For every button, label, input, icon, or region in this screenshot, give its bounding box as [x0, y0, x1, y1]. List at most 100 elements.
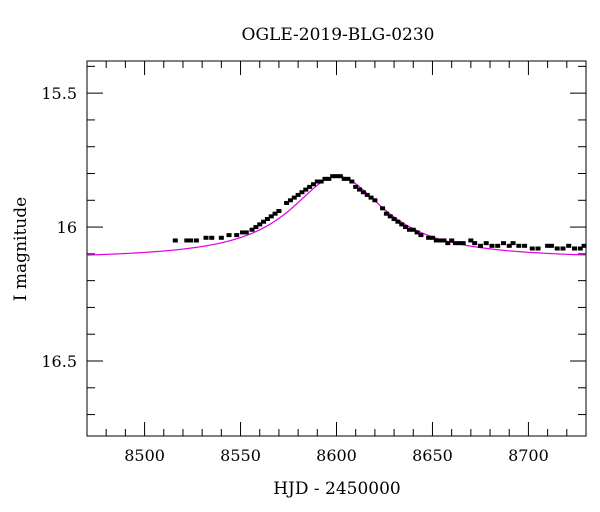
x-tick-label: 8650 — [412, 446, 453, 465]
data-point — [387, 214, 393, 219]
y-tick-label: 15.5 — [41, 84, 77, 103]
x-tick-labels: 8500 8550 8600 8650 8700 — [124, 446, 549, 465]
data-point — [318, 179, 324, 184]
data-point — [472, 241, 478, 246]
axis-ticks — [86, 61, 587, 436]
data-point — [477, 243, 483, 248]
plot-frame — [86, 60, 587, 437]
data-point — [456, 241, 462, 246]
data-point — [535, 246, 541, 251]
data-point — [291, 195, 297, 200]
data-point — [368, 195, 374, 200]
data-point — [460, 241, 466, 246]
data-point — [403, 225, 409, 230]
data-point — [429, 235, 435, 240]
data-point — [349, 179, 355, 184]
data-point — [516, 243, 522, 248]
data-point — [495, 243, 501, 248]
x-tick-label: 8550 — [220, 446, 261, 465]
data-point — [172, 238, 178, 243]
data-point — [276, 209, 282, 213]
data-point — [433, 238, 439, 243]
x-tick-label: 8600 — [316, 446, 357, 465]
data-point — [307, 184, 313, 189]
data-point — [261, 219, 267, 224]
data-point — [383, 211, 389, 216]
data-point — [489, 243, 495, 248]
data-point — [380, 206, 386, 211]
data-points-layer — [172, 174, 587, 251]
data-point — [239, 230, 245, 235]
data-point — [330, 174, 336, 179]
data-point — [406, 227, 412, 232]
data-point — [554, 246, 560, 251]
data-point — [418, 233, 424, 238]
data-point — [264, 217, 270, 222]
x-tick-label: 8700 — [508, 446, 549, 465]
data-point — [322, 176, 328, 181]
chart-title: OGLE-2019-BLG-0230 — [242, 25, 435, 45]
data-point — [345, 176, 351, 181]
data-point — [360, 190, 366, 195]
data-point — [441, 238, 447, 243]
data-point — [268, 214, 274, 219]
data-point — [426, 235, 432, 240]
data-point — [577, 246, 583, 251]
data-point — [337, 174, 343, 179]
data-point — [522, 243, 528, 248]
data-point — [218, 235, 224, 240]
data-point — [295, 192, 301, 197]
data-point — [399, 222, 405, 227]
data-point — [257, 222, 263, 227]
data-point — [529, 246, 535, 251]
data-point — [193, 238, 199, 243]
data-point — [372, 198, 378, 203]
data-point — [506, 243, 512, 248]
y-tick-label: 16 — [57, 218, 77, 237]
data-point — [272, 211, 278, 216]
data-point — [188, 238, 194, 243]
data-point — [326, 176, 332, 181]
data-point — [357, 187, 363, 192]
data-point — [364, 192, 370, 197]
data-point — [341, 176, 347, 181]
data-point — [449, 238, 455, 243]
data-point — [571, 246, 577, 251]
data-point — [353, 184, 359, 189]
data-point — [414, 230, 420, 235]
data-point — [253, 225, 259, 230]
data-point — [299, 190, 305, 195]
data-point — [334, 174, 339, 179]
data-point — [410, 227, 416, 232]
data-point — [226, 233, 232, 238]
data-point — [510, 241, 516, 246]
x-axis-label: HJD - 2450000 — [273, 479, 401, 499]
data-point — [184, 238, 190, 243]
data-point — [203, 235, 209, 240]
data-point — [500, 241, 506, 246]
y-axis-label: I magnitude — [11, 197, 31, 301]
data-point — [395, 219, 401, 224]
plot-area — [86, 60, 587, 437]
data-point — [243, 230, 249, 235]
data-point — [303, 187, 309, 192]
y-tick-label: 16.5 — [41, 352, 77, 371]
y-tick-labels: 15.5 16 16.5 — [41, 84, 77, 371]
data-point — [234, 233, 240, 238]
data-point — [548, 243, 554, 248]
data-point — [545, 243, 551, 248]
data-point — [560, 246, 566, 251]
data-point — [468, 238, 474, 243]
data-point — [445, 241, 451, 246]
data-point — [437, 238, 443, 243]
data-point — [483, 241, 489, 246]
data-point — [581, 243, 587, 248]
data-point — [566, 243, 572, 248]
data-point — [287, 198, 293, 203]
data-point — [452, 241, 458, 246]
data-point — [284, 200, 290, 205]
data-point — [249, 227, 255, 232]
data-point — [391, 217, 397, 222]
data-point — [314, 179, 320, 184]
data-point — [310, 182, 316, 187]
